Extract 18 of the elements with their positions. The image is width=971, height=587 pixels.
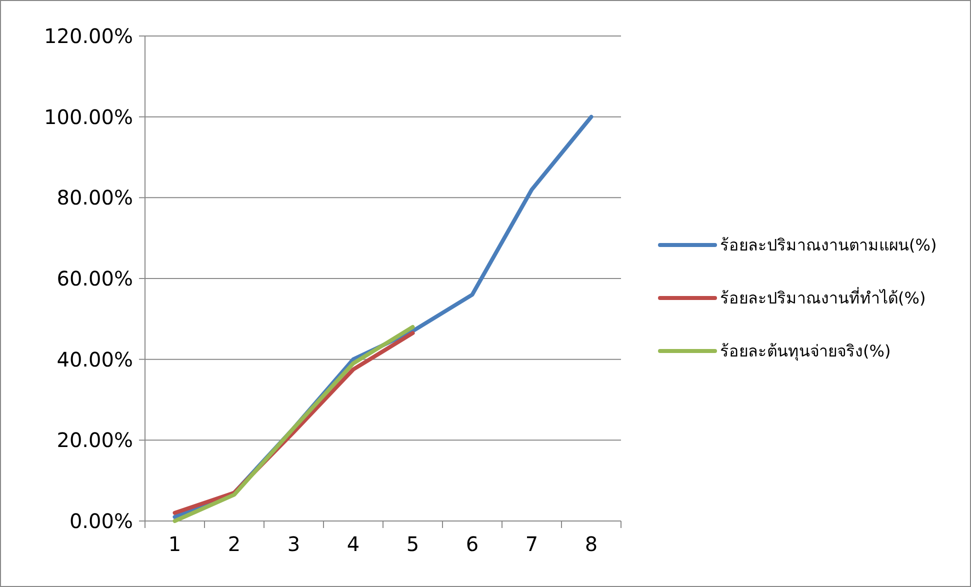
- y-tick-label: 100.00%: [44, 104, 133, 129]
- x-tick-label: 6: [466, 532, 479, 556]
- y-tick-label: 20.00%: [56, 428, 133, 452]
- x-tick-label: 3: [287, 532, 300, 556]
- x-tick-label: 2: [228, 532, 241, 556]
- y-tick-label: 40.00%: [56, 347, 133, 372]
- y-tick-label: 0.00%: [69, 509, 133, 533]
- legend-label: ร้อยละปริมาณงานตามแผน(%): [720, 236, 937, 255]
- x-tick-label: 8: [584, 532, 598, 556]
- x-tick-label: 5: [406, 532, 420, 556]
- y-tick-label: 120.00%: [44, 24, 133, 48]
- legend-label: ร้อยละปริมาณงานที่ทำได้(%): [720, 286, 926, 308]
- y-tick-label: 80.00%: [56, 186, 133, 210]
- x-tick-label: 1: [168, 532, 182, 556]
- x-tick-label: 4: [346, 532, 360, 556]
- x-tick-label: 7: [525, 532, 538, 556]
- y-tick-label: 60.00%: [56, 266, 133, 290]
- legend-label: ร้อยละต้นทุนจ่ายจริง(%): [720, 342, 891, 362]
